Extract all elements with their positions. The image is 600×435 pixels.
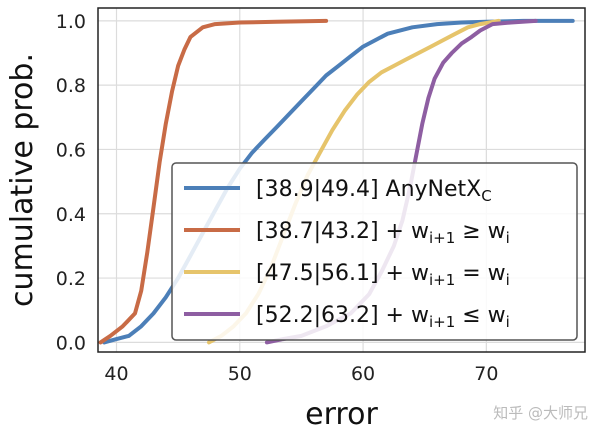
tick-labels: 40 50 60 70 0.0 0.2 0.4 0.6 0.8 1.0 [56, 11, 499, 385]
legend-label: [38.9|49.4] AnyNetXC [256, 177, 492, 205]
y-tick-label: 0.4 [56, 204, 86, 226]
x-tick-label: 40 [104, 363, 128, 385]
y-tick-label: 0.6 [56, 139, 86, 161]
series-line-1 [102, 18, 575, 345]
plot-frame [97, 7, 586, 353]
legend: [38.9|49.4] AnyNetXC [38.7|43.2] + wi+1 ≥… [171, 162, 578, 341]
legend-label: [47.5|56.1] + wi+1 = wi [256, 261, 510, 289]
legend-box [171, 162, 578, 341]
x-tick-label: 70 [474, 363, 498, 385]
legend-label: [52.2|63.2] + wi+1 ≤ wi [256, 303, 510, 331]
y-tick-label: 0.2 [56, 268, 86, 290]
y-tick-label: 1.0 [56, 11, 86, 33]
x-axis-label: error [305, 397, 378, 432]
y-tick-label: 0.0 [56, 332, 86, 354]
series-line-2 [98, 18, 329, 345]
x-tick-label: 50 [228, 363, 252, 385]
watermark: 知乎 @大师兄 [493, 404, 588, 422]
y-tick-label: 0.8 [56, 75, 86, 97]
legend-label: [38.7|43.2] + wi+1 ≥ wi [256, 219, 510, 247]
y-axis-label: cumulative prob. [5, 53, 40, 307]
x-tick-label: 60 [351, 363, 375, 385]
